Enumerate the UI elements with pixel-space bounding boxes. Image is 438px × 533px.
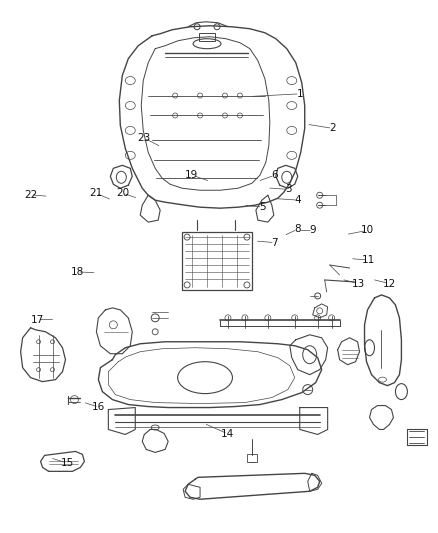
Bar bbox=[199, 33, 215, 41]
Bar bbox=[182, 232, 252, 290]
Text: 10: 10 bbox=[361, 225, 374, 236]
Text: 16: 16 bbox=[92, 402, 106, 413]
Text: 2: 2 bbox=[329, 123, 336, 133]
Text: 3: 3 bbox=[286, 184, 292, 195]
Text: 7: 7 bbox=[272, 238, 278, 248]
Text: 9: 9 bbox=[310, 225, 316, 236]
Text: 12: 12 bbox=[383, 279, 396, 288]
Text: 19: 19 bbox=[185, 170, 198, 180]
Text: 17: 17 bbox=[31, 314, 44, 325]
Text: 22: 22 bbox=[24, 190, 37, 200]
Text: 21: 21 bbox=[89, 188, 102, 198]
Text: 11: 11 bbox=[362, 255, 375, 265]
Text: 13: 13 bbox=[352, 279, 365, 288]
Text: 8: 8 bbox=[294, 224, 301, 235]
Text: 6: 6 bbox=[272, 170, 278, 180]
Text: 20: 20 bbox=[117, 188, 130, 198]
Bar bbox=[247, 455, 257, 462]
Text: 18: 18 bbox=[71, 267, 84, 277]
Text: 14: 14 bbox=[221, 429, 234, 439]
Text: 23: 23 bbox=[137, 133, 151, 143]
Text: 15: 15 bbox=[61, 458, 74, 468]
Text: 4: 4 bbox=[294, 195, 301, 205]
Text: 1: 1 bbox=[297, 89, 303, 99]
Text: 5: 5 bbox=[259, 202, 266, 212]
